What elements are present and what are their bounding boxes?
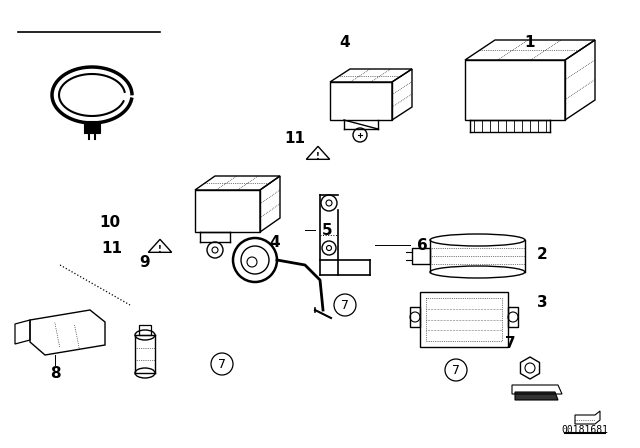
Text: 10: 10 — [99, 215, 120, 229]
Text: 11: 11 — [285, 130, 305, 146]
Text: 3: 3 — [537, 294, 547, 310]
Polygon shape — [84, 121, 100, 133]
Polygon shape — [515, 392, 558, 400]
Text: !: ! — [158, 245, 162, 254]
Text: 5: 5 — [322, 223, 332, 237]
Text: 6: 6 — [417, 237, 428, 253]
Text: 7: 7 — [341, 298, 349, 311]
Text: 11: 11 — [102, 241, 122, 255]
Text: 1: 1 — [525, 34, 535, 49]
Text: 4: 4 — [340, 34, 350, 49]
Text: 00181681: 00181681 — [561, 425, 609, 435]
Text: 7: 7 — [505, 336, 515, 350]
Text: 9: 9 — [140, 254, 150, 270]
Text: !: ! — [316, 151, 320, 160]
Text: 7: 7 — [452, 363, 460, 376]
Text: 2: 2 — [536, 246, 547, 262]
Text: 8: 8 — [50, 366, 60, 380]
Text: 7: 7 — [218, 358, 226, 370]
Text: 4: 4 — [269, 234, 280, 250]
